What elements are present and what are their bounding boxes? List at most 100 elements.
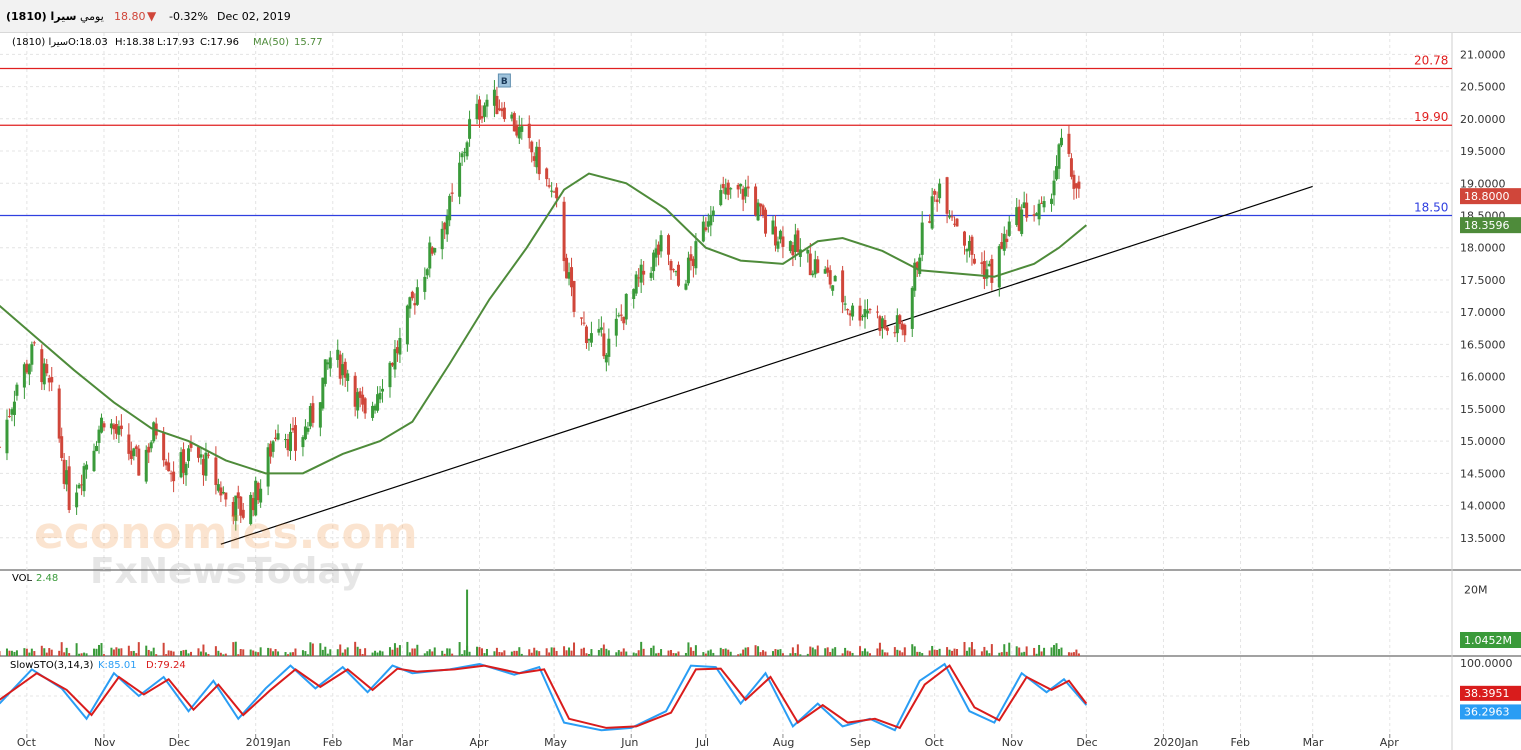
price-panel[interactable] [0, 33, 1452, 570]
candle[interactable] [686, 257, 690, 284]
candle[interactable] [535, 146, 539, 168]
candle[interactable] [614, 318, 618, 336]
candle[interactable] [239, 496, 243, 516]
candle[interactable] [1052, 180, 1056, 196]
candle[interactable] [114, 423, 118, 434]
candle[interactable] [711, 210, 715, 216]
candle[interactable] [622, 316, 626, 324]
candle[interactable] [440, 228, 444, 250]
candle[interactable] [552, 191, 556, 193]
candle[interactable] [709, 215, 713, 226]
candle[interactable] [1067, 133, 1071, 154]
candle[interactable] [841, 270, 845, 303]
candle[interactable] [721, 184, 725, 189]
candle[interactable] [893, 332, 897, 334]
candle[interactable] [167, 462, 171, 472]
candle[interactable] [182, 449, 186, 473]
trendline[interactable] [220, 185, 1313, 545]
candle[interactable] [831, 285, 835, 291]
candle[interactable] [358, 391, 362, 398]
candle[interactable] [895, 315, 899, 334]
candle[interactable] [343, 361, 347, 378]
candle[interactable] [32, 342, 36, 344]
candle[interactable] [204, 452, 208, 476]
candle[interactable] [530, 141, 534, 153]
candle[interactable] [793, 234, 797, 253]
candle[interactable] [532, 156, 536, 161]
candle[interactable] [346, 373, 350, 381]
candle[interactable] [485, 99, 489, 107]
candle[interactable] [50, 376, 54, 383]
candle[interactable] [196, 447, 200, 458]
candle[interactable] [704, 227, 708, 231]
candle[interactable] [149, 442, 153, 449]
candle[interactable] [676, 264, 680, 286]
candle[interactable] [918, 257, 922, 275]
candle[interactable] [460, 153, 464, 158]
candle[interactable] [22, 364, 26, 388]
candle[interactable] [843, 303, 847, 305]
candle[interactable] [990, 259, 994, 283]
candle[interactable] [691, 258, 695, 267]
candle[interactable] [1077, 181, 1081, 189]
candle[interactable] [985, 269, 989, 279]
candle[interactable] [99, 417, 103, 433]
candle[interactable] [642, 270, 646, 275]
candle[interactable] [1007, 221, 1011, 236]
candle[interactable] [127, 434, 131, 454]
candle[interactable] [813, 259, 817, 275]
candle[interactable] [353, 375, 357, 407]
candle[interactable] [868, 309, 872, 311]
candle[interactable] [1074, 183, 1078, 188]
candle[interactable] [517, 126, 521, 139]
candle[interactable] [778, 230, 782, 240]
candle[interactable] [1015, 207, 1019, 225]
candle[interactable] [0, 446, 2, 448]
candle[interactable] [502, 107, 506, 120]
candle[interactable] [162, 432, 166, 461]
candle[interactable] [570, 267, 574, 288]
candle[interactable] [602, 333, 606, 357]
candle[interactable] [808, 253, 812, 276]
candle[interactable] [1072, 174, 1076, 189]
candle[interactable] [57, 388, 61, 439]
candle[interactable] [425, 269, 429, 276]
candle[interactable] [463, 151, 467, 153]
candle[interactable] [164, 461, 168, 466]
candle[interactable] [537, 147, 541, 175]
candle[interactable] [948, 215, 952, 218]
candle[interactable] [231, 501, 235, 517]
ma50-line[interactable] [0, 172, 1087, 475]
candle[interactable] [5, 419, 9, 454]
candle[interactable] [756, 202, 760, 221]
candle[interactable] [112, 424, 116, 430]
candle[interactable] [129, 450, 133, 459]
candle[interactable] [12, 401, 16, 415]
candle[interactable] [415, 287, 419, 305]
candle[interactable] [221, 491, 225, 494]
candle[interactable] [492, 89, 496, 106]
candle[interactable] [184, 463, 188, 476]
candle[interactable] [458, 162, 462, 197]
candle[interactable] [92, 450, 96, 472]
candle[interactable] [102, 423, 106, 428]
candle[interactable] [224, 492, 228, 500]
candle[interactable] [147, 446, 151, 453]
candle[interactable] [930, 196, 934, 229]
candle[interactable] [85, 464, 89, 470]
candle[interactable] [77, 484, 81, 489]
candle[interactable] [42, 363, 46, 385]
candle[interactable] [445, 215, 449, 235]
candle[interactable] [206, 454, 210, 456]
candle[interactable] [657, 244, 661, 255]
candle[interactable] [1057, 144, 1061, 169]
candle[interactable] [823, 269, 827, 274]
candle[interactable] [301, 437, 305, 448]
candle[interactable] [119, 425, 123, 430]
candle[interactable] [816, 259, 820, 273]
candle[interactable] [423, 276, 427, 292]
candle[interactable] [555, 187, 559, 199]
candle[interactable] [132, 448, 136, 457]
candle[interactable] [980, 262, 984, 264]
candle[interactable] [495, 95, 499, 115]
